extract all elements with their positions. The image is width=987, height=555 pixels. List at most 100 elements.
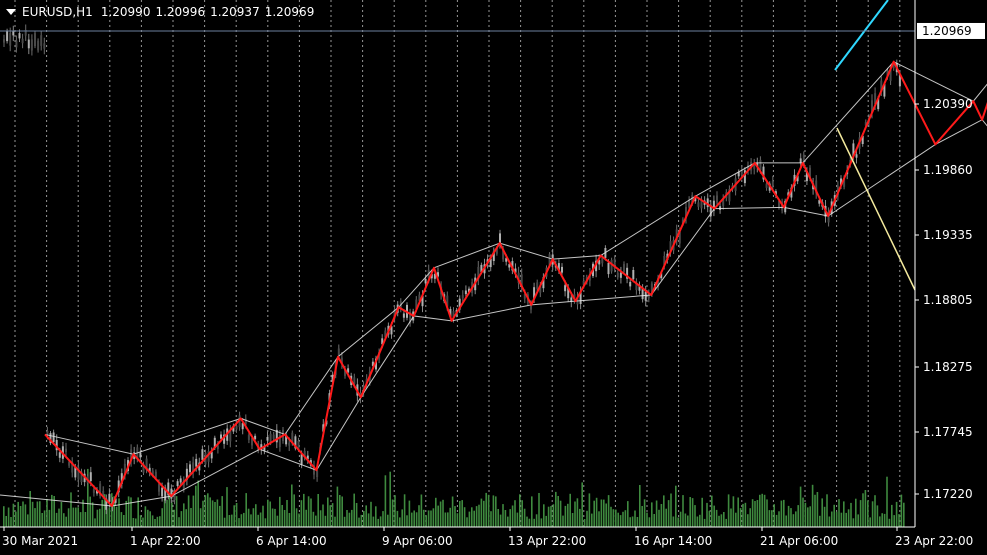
volume-bar — [363, 511, 365, 527]
volume-bar — [864, 490, 867, 527]
volume-bar — [653, 514, 655, 527]
candle-body — [164, 487, 167, 501]
volume-bar — [771, 510, 773, 527]
volume-bar — [665, 508, 667, 527]
volume-bar — [783, 499, 785, 527]
candle-body — [216, 445, 219, 449]
volume-bar — [802, 497, 804, 527]
volume-bar — [819, 515, 821, 527]
volume-bar — [511, 505, 514, 527]
volume-bar — [641, 506, 643, 527]
candle-body — [303, 450, 306, 458]
candle-body — [49, 433, 52, 444]
candle-body — [198, 462, 201, 471]
volume-bar — [39, 501, 41, 527]
candle-body — [294, 436, 297, 449]
volume-bar — [15, 511, 17, 527]
volume-bar — [689, 497, 691, 527]
candle-body — [883, 84, 886, 97]
candle-body — [468, 288, 470, 293]
candle-body — [796, 175, 799, 182]
candle-body — [55, 440, 58, 451]
candle-body — [530, 304, 532, 310]
volume-bar — [574, 501, 576, 527]
candle-body — [278, 434, 281, 447]
volume-bar — [655, 500, 658, 527]
volume-bar — [576, 498, 579, 527]
candle-body — [787, 192, 790, 196]
volume-bar — [72, 507, 75, 527]
volume-bar — [271, 508, 274, 527]
time-axis-label: 16 Apr 14:00 — [634, 534, 712, 548]
candle-body — [898, 74, 901, 87]
volume-bar — [219, 505, 221, 527]
volume-bar — [58, 508, 60, 527]
volume-bar — [322, 504, 324, 527]
candle-body — [390, 326, 393, 335]
candle-body — [371, 361, 374, 366]
volume-bar — [519, 494, 521, 527]
volume-bar — [562, 515, 564, 527]
volume-bar — [183, 503, 185, 527]
volume-bar — [22, 501, 24, 527]
candle-body — [502, 248, 505, 260]
volume-bar — [298, 513, 300, 527]
volume-bar — [615, 509, 617, 527]
volume-bar — [173, 509, 175, 527]
volume-bar — [420, 494, 423, 527]
candle-body — [480, 264, 483, 272]
candle-body — [716, 195, 718, 203]
volume-bar — [787, 505, 790, 527]
volume-bar — [607, 495, 610, 527]
open-price: 1.20990 — [100, 5, 151, 19]
volume-bar — [411, 512, 413, 527]
volume-bar — [53, 496, 55, 527]
volume-bar — [166, 499, 168, 527]
candle-body — [58, 452, 61, 458]
candle-body — [669, 241, 672, 251]
volume-bar — [142, 517, 144, 527]
volume-bar — [463, 507, 466, 527]
volume-bar — [185, 509, 187, 527]
candle-body — [74, 466, 77, 478]
candle-body — [3, 39, 5, 43]
candle-body — [71, 462, 74, 473]
chart-menu-triangle-icon[interactable] — [6, 9, 16, 15]
time-axis-label: 9 Apr 06:00 — [382, 534, 453, 548]
volume-bar — [835, 511, 838, 527]
volume-bar — [29, 491, 31, 527]
candle-body — [232, 425, 235, 432]
volume-bar — [125, 500, 127, 527]
volume-bar — [773, 504, 775, 527]
candle-body — [523, 294, 526, 299]
candle-body — [765, 183, 768, 188]
candle-body — [108, 493, 111, 502]
candle-body — [102, 491, 105, 495]
volume-bar — [898, 514, 900, 527]
volume-bar — [245, 493, 247, 527]
candle-body — [629, 281, 632, 287]
volume-bar — [792, 514, 795, 527]
candle-body — [861, 135, 864, 144]
candle-body — [864, 122, 867, 126]
candle-body — [254, 435, 257, 440]
candle-body — [344, 368, 346, 376]
volume-bar — [154, 519, 156, 527]
candle-body — [548, 254, 551, 266]
volume-bar — [101, 499, 103, 527]
candle-body — [697, 202, 700, 207]
candle-body — [573, 294, 576, 299]
volume-bar — [48, 509, 51, 527]
candle-body — [213, 437, 216, 448]
volume-bar — [658, 509, 660, 527]
volume-bar — [778, 511, 780, 527]
volume-bar — [27, 514, 29, 527]
volume-bar — [65, 516, 67, 527]
candle-body — [244, 418, 247, 425]
volume-bar — [816, 492, 819, 527]
volume-bar — [862, 493, 864, 527]
volume-bar — [706, 502, 708, 527]
volume-bar — [631, 516, 634, 527]
